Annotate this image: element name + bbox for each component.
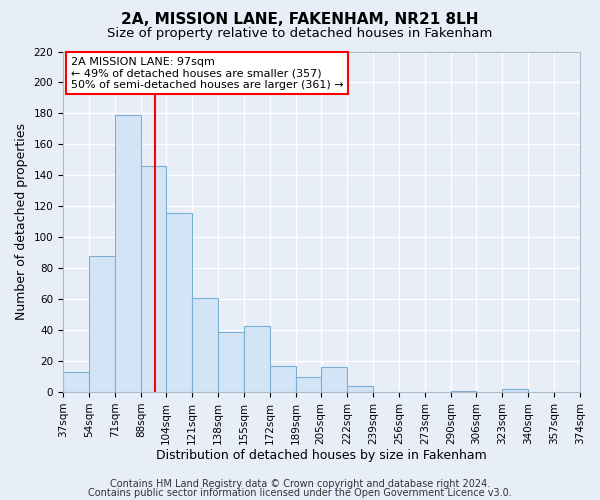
Bar <box>89 256 115 392</box>
Bar <box>580 389 600 392</box>
Bar <box>63 372 89 392</box>
Bar <box>166 212 192 392</box>
Bar <box>296 376 321 392</box>
Y-axis label: Number of detached properties: Number of detached properties <box>15 124 28 320</box>
Text: 2A MISSION LANE: 97sqm
← 49% of detached houses are smaller (357)
50% of semi-de: 2A MISSION LANE: 97sqm ← 49% of detached… <box>71 56 343 90</box>
Bar <box>115 115 141 392</box>
Text: Contains HM Land Registry data © Crown copyright and database right 2024.: Contains HM Land Registry data © Crown c… <box>110 479 490 489</box>
Bar <box>270 366 296 392</box>
Text: Contains public sector information licensed under the Open Government Licence v3: Contains public sector information licen… <box>88 488 512 498</box>
Bar <box>321 368 347 392</box>
Bar <box>451 390 476 392</box>
Bar <box>502 389 528 392</box>
X-axis label: Distribution of detached houses by size in Fakenham: Distribution of detached houses by size … <box>156 450 487 462</box>
Text: Size of property relative to detached houses in Fakenham: Size of property relative to detached ho… <box>107 28 493 40</box>
Bar <box>192 298 218 392</box>
Bar <box>244 326 270 392</box>
Bar <box>141 166 166 392</box>
Bar <box>218 332 244 392</box>
Text: 2A, MISSION LANE, FAKENHAM, NR21 8LH: 2A, MISSION LANE, FAKENHAM, NR21 8LH <box>121 12 479 28</box>
Bar <box>347 386 373 392</box>
